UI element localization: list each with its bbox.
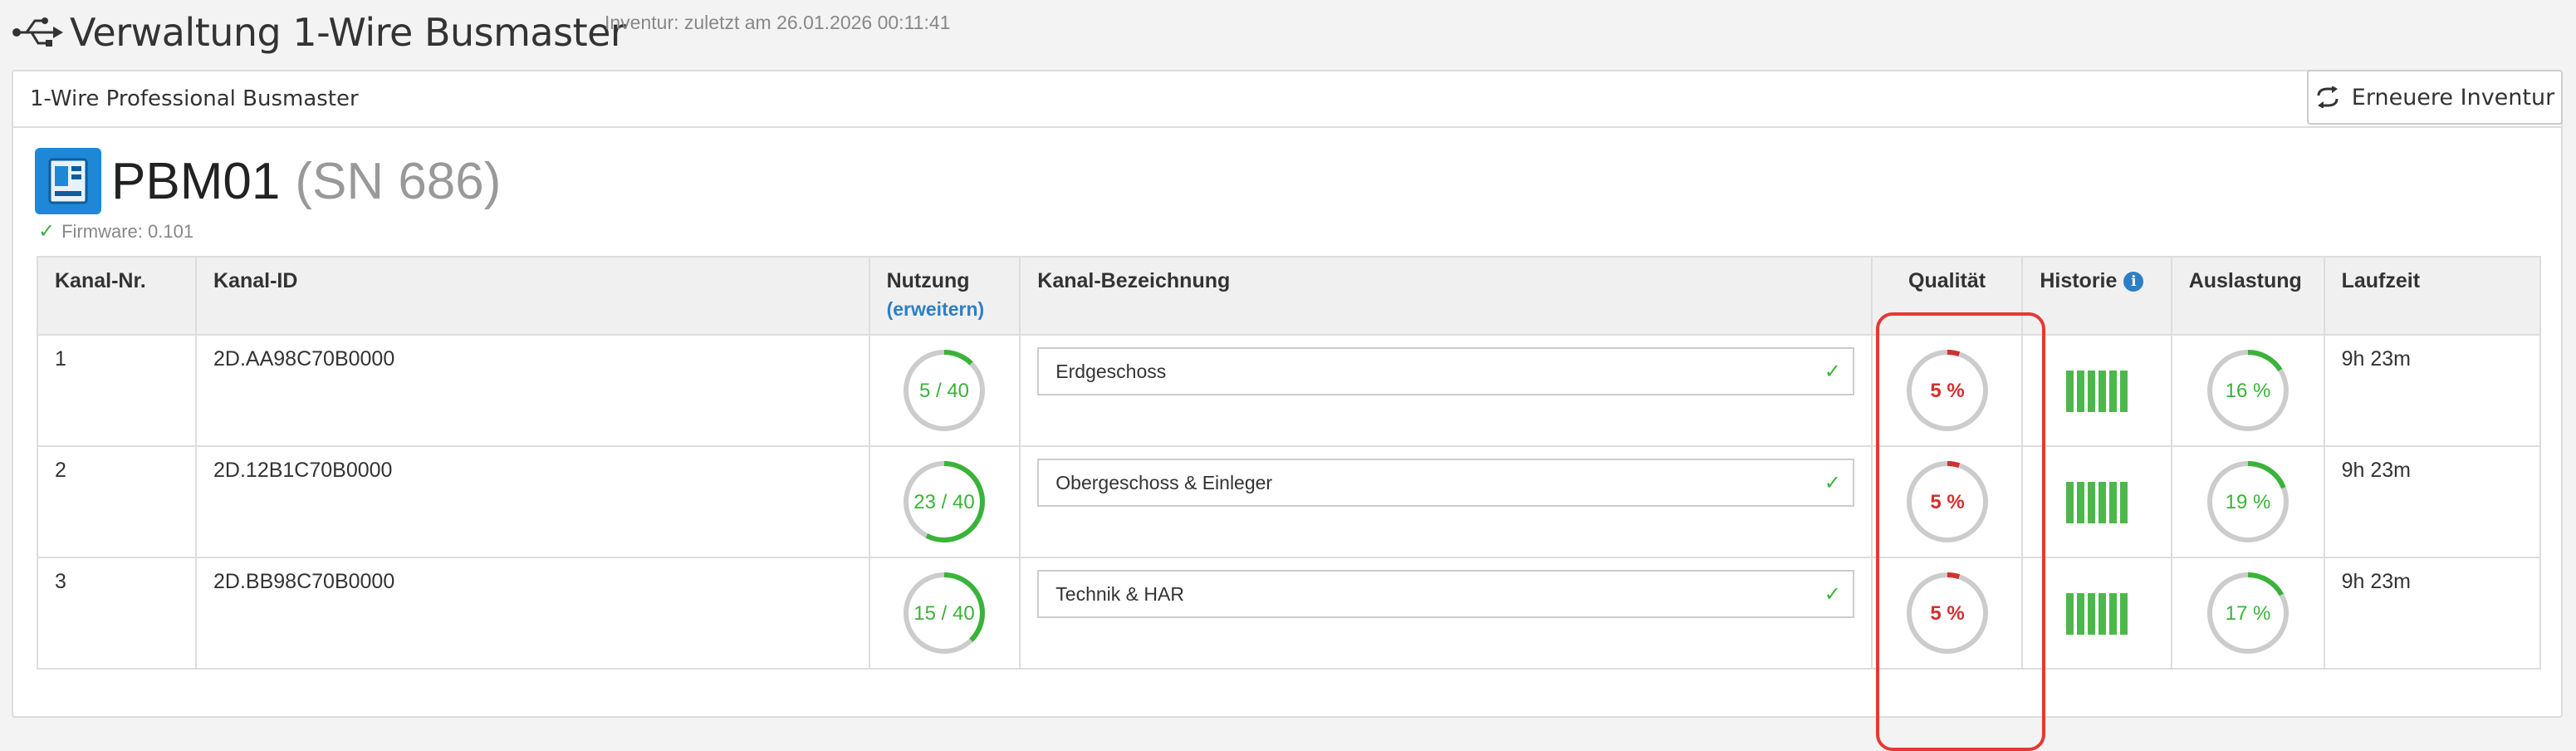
- usage-cell: 23 / 40: [868, 445, 1021, 558]
- svg-text:15 / 40: 15 / 40: [914, 602, 975, 625]
- quality-ring: 5 %: [1906, 461, 1988, 542]
- runtime: 9h 23m: [2323, 445, 2542, 558]
- history-bars[interactable]: [2040, 593, 2153, 635]
- usage-ring: 15 / 40: [904, 572, 986, 654]
- channel-label-input[interactable]: Technik & HAR ✓: [1037, 570, 1854, 618]
- channels-table: Kanal-Nr. Kanal-ID Nutzung (erweitern) K…: [36, 256, 2542, 670]
- load-cell: 17 %: [2170, 557, 2325, 670]
- header-channel-no: Kanal-Nr.: [36, 256, 198, 336]
- svg-text:5 / 40: 5 / 40: [919, 380, 969, 402]
- device-header: PBM01 (SN 686): [35, 148, 501, 214]
- channel-id: 2D.12B1C70B0000: [195, 445, 870, 558]
- quality-cell: 5 %: [1870, 445, 2024, 558]
- svg-text:17 %: 17 %: [2225, 602, 2270, 625]
- load-cell: 16 %: [2170, 334, 2325, 447]
- label-cell: Obergeschoss & Einleger ✓: [1019, 445, 1873, 558]
- usb-icon: [12, 17, 63, 47]
- load-ring: 16 %: [2206, 350, 2289, 431]
- history-cell: [2021, 334, 2172, 447]
- channel-no: 2: [36, 445, 198, 558]
- usage-expand-link[interactable]: (erweitern): [886, 298, 985, 320]
- channel-id: 2D.AA98C70B0000: [195, 334, 870, 447]
- header-usage: Nutzung (erweitern): [868, 256, 1021, 336]
- info-icon[interactable]: i: [2123, 272, 2144, 292]
- inventory-timestamp: Inventur: zuletzt am 26.01.2026 00:11:41: [605, 12, 951, 33]
- busmaster-panel: 1-Wire Professional Busmaster Erneuere I…: [12, 70, 2563, 751]
- label-cell: Technik & HAR ✓: [1019, 557, 1873, 670]
- firmware-info: ✓ Firmware: 0.101: [38, 219, 193, 243]
- quality-ring: 5 %: [1906, 572, 1988, 654]
- header-history-label: Historie: [2040, 269, 2118, 292]
- load-ring: 17 %: [2206, 572, 2289, 654]
- refresh-inventory-button[interactable]: Erneuere Inventur: [2307, 70, 2563, 125]
- check-icon: ✓: [38, 220, 56, 243]
- table-row: 1 2D.AA98C70B0000 5 / 40 Erdgeschoss ✓ 5…: [36, 334, 2542, 447]
- table-row: 2 2D.12B1C70B0000 23 / 40 Obergeschoss &…: [36, 445, 2542, 558]
- svg-text:5 %: 5 %: [1930, 602, 1964, 625]
- header-usage-label: Nutzung: [886, 269, 970, 292]
- header-history: Historie i: [2021, 256, 2172, 336]
- channel-id: 2D.BB98C70B0000: [195, 557, 870, 670]
- history-bars[interactable]: [2040, 371, 2153, 412]
- svg-text:16 %: 16 %: [2225, 380, 2270, 402]
- usage-ring: 5 / 40: [904, 350, 986, 431]
- header-load: Auslastung: [2170, 256, 2325, 336]
- header-label: Kanal-Bezeichnung: [1019, 256, 1873, 336]
- header-channel-id: Kanal-ID: [195, 256, 870, 336]
- label-cell: Erdgeschoss ✓: [1019, 334, 1873, 447]
- history-bars[interactable]: [2040, 482, 2153, 523]
- device-name: PBM01: [111, 152, 281, 210]
- load-cell: 19 %: [2170, 445, 2325, 558]
- svg-text:5 %: 5 %: [1930, 491, 1964, 513]
- quality-cell: 5 %: [1870, 334, 2024, 447]
- runtime: 9h 23m: [2323, 334, 2542, 447]
- table-header-row: Kanal-Nr. Kanal-ID Nutzung (erweitern) K…: [36, 256, 2542, 336]
- refresh-icon: [2317, 86, 2338, 108]
- header-runtime: Laufzeit: [2323, 256, 2542, 336]
- table-row: 3 2D.BB98C70B0000 15 / 40 Technik & HAR …: [36, 557, 2542, 670]
- history-cell: [2021, 445, 2172, 558]
- channel-no: 1: [36, 334, 198, 447]
- device-serial: (SN 686): [295, 152, 502, 210]
- svg-text:5 %: 5 %: [1930, 380, 1964, 402]
- page-header: Verwaltung 1-Wire Busmaster: [12, 0, 626, 65]
- channel-label-value: Erdgeschoss: [1055, 360, 1167, 382]
- usage-ring: 23 / 40: [904, 461, 986, 542]
- channel-label-value: Obergeschoss & Einleger: [1055, 471, 1273, 493]
- header-quality: Qualität: [1870, 256, 2024, 336]
- history-cell: [2021, 557, 2172, 670]
- channel-no: 3: [36, 557, 198, 670]
- check-icon: ✓: [1824, 360, 1841, 383]
- check-icon: ✓: [1824, 582, 1841, 606]
- panel-header: 1-Wire Professional Busmaster Erneuere I…: [13, 70, 2563, 128]
- firmware-version: Firmware: 0.101: [61, 220, 194, 242]
- panel-title: 1-Wire Professional Busmaster: [30, 86, 359, 111]
- svg-text:19 %: 19 %: [2225, 491, 2270, 513]
- busmaster-device-icon: [35, 148, 101, 214]
- channel-label-input[interactable]: Erdgeschoss ✓: [1037, 347, 1854, 395]
- page-title: Verwaltung 1-Wire Busmaster: [70, 10, 626, 55]
- channel-label-value: Technik & HAR: [1055, 582, 1184, 605]
- check-icon: ✓: [1824, 471, 1841, 494]
- load-ring: 19 %: [2206, 461, 2289, 542]
- svg-text:23 / 40: 23 / 40: [914, 491, 975, 513]
- quality-cell: 5 %: [1870, 557, 2024, 670]
- refresh-inventory-label: Erneuere Inventur: [2351, 84, 2555, 110]
- quality-ring: 5 %: [1906, 350, 1988, 431]
- usage-cell: 5 / 40: [868, 334, 1021, 447]
- channel-label-input[interactable]: Obergeschoss & Einleger ✓: [1037, 459, 1854, 507]
- runtime: 9h 23m: [2323, 557, 2542, 670]
- usage-cell: 15 / 40: [868, 557, 1021, 670]
